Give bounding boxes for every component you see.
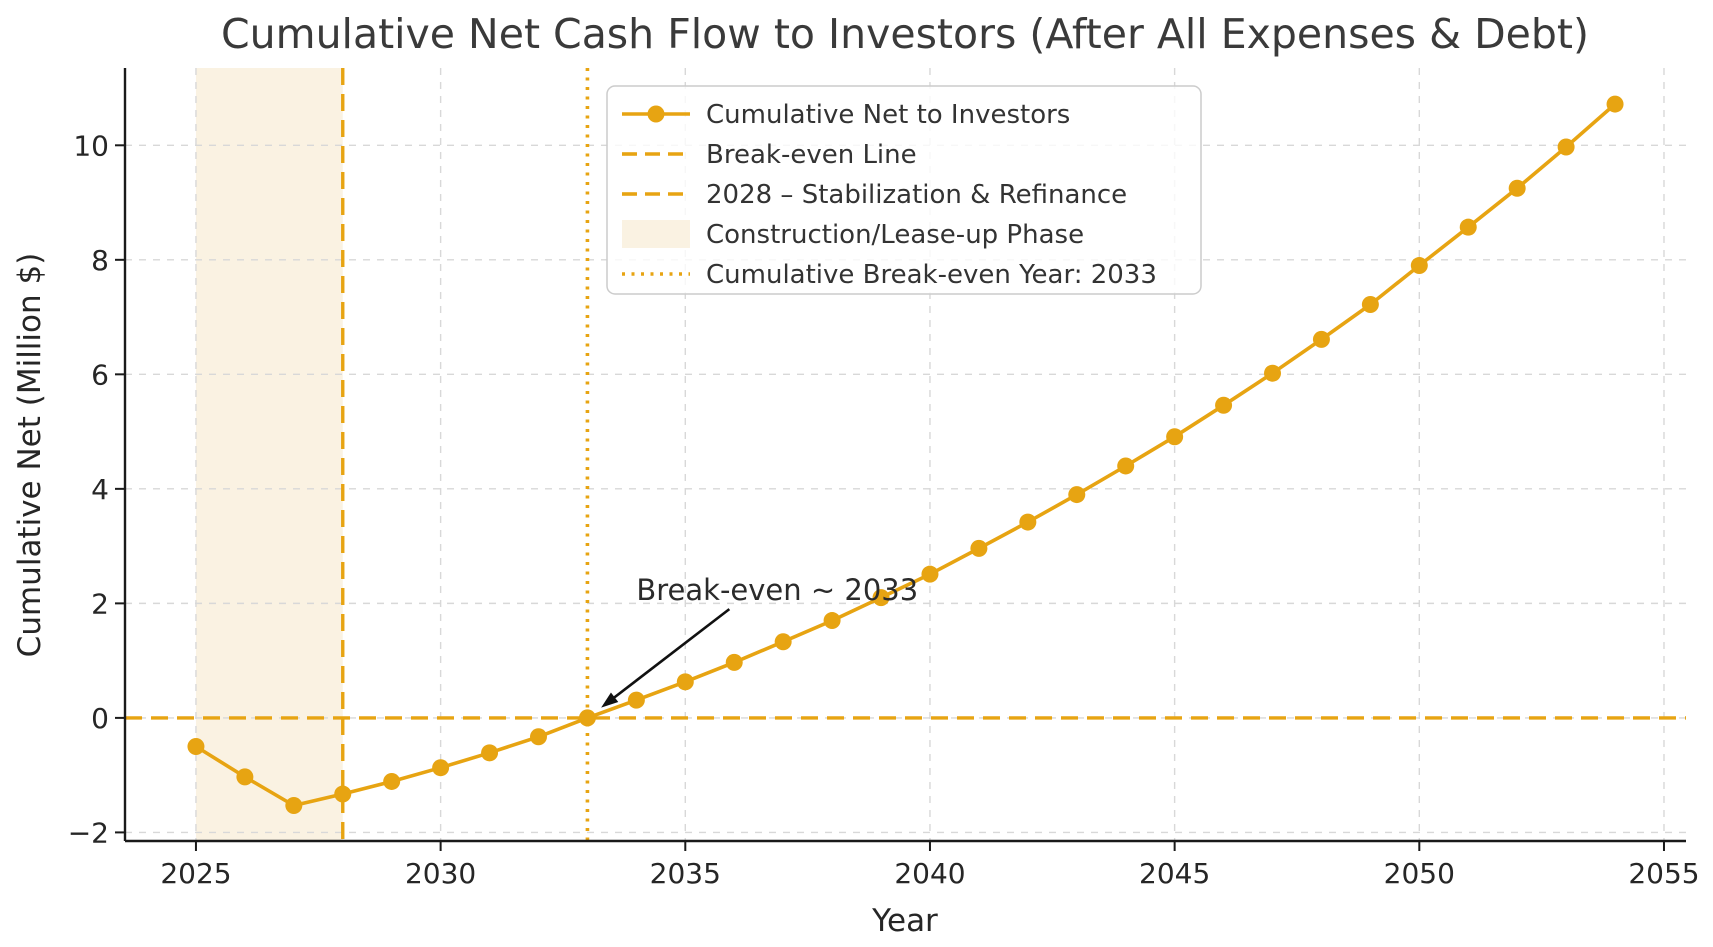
x-tick-label-2055: 2055 [1628, 857, 1699, 890]
data-point-2030 [432, 759, 450, 777]
data-point-2049 [1361, 295, 1379, 313]
legend-item-label: Cumulative Break-even Year: 2033 [706, 260, 1157, 290]
legend-item-label: 2028 – Stabilization & Refinance [706, 180, 1127, 210]
data-point-2042 [1019, 513, 1037, 531]
annotation-layer: Break-even ~ 2033 [601, 573, 918, 708]
legend-item-2: Break-even Line [622, 140, 917, 170]
x-tick-label-2035: 2035 [650, 857, 721, 890]
data-point-2045 [1166, 428, 1184, 446]
x-tick-label-2050: 2050 [1384, 857, 1455, 890]
legend-sample-patch [622, 220, 690, 248]
data-point-2044 [1117, 457, 1135, 475]
y-tick-label-4: 4 [91, 473, 109, 506]
legend-item-4: Construction/Lease-up Phase [622, 220, 1084, 250]
series-layer [187, 95, 1624, 814]
y-axis-label: Cumulative Net (Million $) [12, 253, 48, 658]
x-tick-label-2045: 2045 [1139, 857, 1210, 890]
legend-item-3: 2028 – Stabilization & Refinance [622, 180, 1127, 210]
data-point-2034 [627, 691, 645, 709]
chart-title: Cumulative Net Cash Flow to Investors (A… [221, 10, 1589, 58]
reference-lines-layer [125, 68, 1686, 841]
data-point-2053 [1557, 138, 1575, 156]
legend-item-label: Construction/Lease-up Phase [706, 220, 1084, 250]
y-tick-label-0: 0 [91, 702, 109, 735]
data-point-2051 [1459, 218, 1477, 236]
x-tick-label-2030: 2030 [405, 857, 476, 890]
x-axis-label: Year [871, 903, 938, 939]
legend-item-1: Cumulative Net to Investors [622, 100, 1070, 130]
y-tick-label-2: 2 [91, 587, 109, 620]
data-point-2031 [481, 744, 499, 762]
data-point-2036 [725, 653, 743, 671]
shaded-span-layer [195, 68, 343, 841]
data-point-2027 [285, 796, 303, 814]
axes-layer: 2025 2030 2035 2040 2045 2050 2055 −2 0 2 4 6 8 10 [68, 68, 1700, 890]
y-tick-label--2: −2 [68, 816, 109, 849]
data-point-2054 [1606, 95, 1624, 113]
data-point-2026 [236, 768, 254, 786]
legend-item-label: Cumulative Net to Investors [706, 100, 1070, 130]
data-point-2041 [970, 539, 988, 557]
x-tick-label-2025: 2025 [160, 857, 231, 890]
data-point-2050 [1410, 257, 1428, 275]
legend: Cumulative Net to Investors Break-even Li… [606, 85, 1202, 295]
y-tick-label-8: 8 [91, 244, 109, 277]
data-point-2052 [1508, 179, 1526, 197]
annotation-break-even-text: Break-even ~ 2033 [636, 573, 918, 607]
data-point-2037 [774, 633, 792, 651]
legend-sample-marker [647, 105, 665, 123]
data-point-2038 [823, 612, 841, 630]
annotation-arrow-head [601, 692, 619, 708]
data-point-2040 [921, 565, 939, 583]
data-point-2043 [1068, 486, 1086, 504]
data-point-2048 [1312, 330, 1330, 348]
legend-item-5: Cumulative Break-even Year: 2033 [622, 260, 1157, 290]
data-point-2029 [383, 772, 401, 790]
data-point-2032 [529, 728, 547, 746]
data-point-2028 [334, 785, 352, 803]
legend-box [606, 85, 1202, 295]
data-point-2046 [1215, 396, 1233, 414]
data-point-2039 [872, 589, 890, 607]
data-point-2035 [676, 673, 694, 691]
data-point-2025 [187, 738, 205, 756]
data-point-2047 [1264, 364, 1282, 382]
legend-item-label: Break-even Line [706, 140, 917, 170]
construction-phase-span [195, 68, 343, 841]
y-tick-label-6: 6 [91, 358, 109, 391]
y-tick-label-10: 10 [73, 129, 109, 162]
annotation-arrow-shaft [608, 608, 731, 703]
x-tick-label-2040: 2040 [894, 857, 965, 890]
data-point-2033 [578, 709, 596, 727]
